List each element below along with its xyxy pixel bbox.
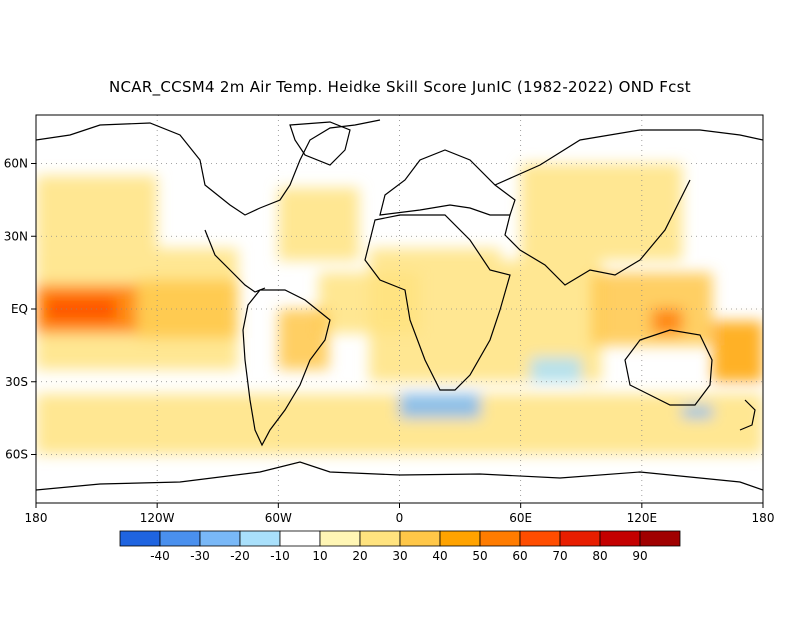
coast-new-zealand	[739, 399, 756, 431]
colorbar-label-1: -30	[190, 549, 210, 563]
coast-antarctica	[36, 461, 763, 491]
coast-africa	[364, 214, 511, 391]
skill-region-tropical-pacific-east	[136, 279, 238, 339]
lat-tick-label-30N: 30N	[4, 229, 28, 243]
colorbar-swatch-7	[399, 530, 441, 547]
colorbar-swatch-12	[599, 530, 641, 547]
map-title: NCAR_CCSM4 2m Air Temp. Heidke Skill Sco…	[109, 78, 691, 96]
lat-tick-label-EQ: EQ	[11, 302, 28, 316]
skill-region-australia-neg	[682, 406, 713, 419]
skill-region-north-pacific	[36, 175, 158, 249]
colorbar-swatch-8	[439, 530, 481, 547]
skill-region-south-atlantic-neg	[399, 393, 481, 419]
colorbar-swatch-10	[519, 530, 561, 547]
colorbar-label-11: 80	[592, 549, 607, 563]
skill-region-north-atlantic	[278, 187, 360, 261]
lon-tick-label-4: 60E	[509, 511, 532, 525]
skill-region-sw-pacific	[712, 321, 763, 382]
lat-tick-label-30S: 30S	[5, 375, 28, 389]
skill-region-timor-hotspot	[651, 309, 683, 334]
colorbar-swatch-11	[559, 530, 601, 547]
grid-lines	[36, 115, 763, 503]
skill-region-indian-ocean-neg	[530, 357, 582, 382]
longitude-ticks: 180 120W 60W 0 60E 120E 180	[25, 503, 775, 525]
colorbar-label-0: -40	[150, 549, 170, 563]
lon-tick-label-0: 180	[25, 511, 48, 525]
lon-tick-label-2: 60W	[265, 511, 292, 525]
latitude-ticks: 60N 30N EQ 30S 60S	[4, 157, 36, 462]
lon-tick-label-3: 0	[396, 511, 404, 525]
colorbar-swatch-0	[119, 530, 161, 547]
colorbar-label-12: 90	[632, 549, 647, 563]
colorbar-label-4: 10	[312, 549, 327, 563]
lat-tick-label-60N: 60N	[4, 157, 28, 171]
lon-tick-label-1: 120W	[140, 511, 175, 525]
colorbar-label-7: 40	[432, 549, 447, 563]
skill-region-brazil	[278, 309, 329, 370]
colorbar-swatch-4	[279, 530, 321, 547]
colorbar-swatch-2	[199, 530, 241, 547]
coast-australia	[624, 329, 713, 406]
colorbar-label-5: 20	[352, 549, 367, 563]
colorbar: -40 -30 -20 -10 10 20 30 40 50 60 70 80 90	[119, 530, 681, 563]
coast-central-america	[204, 229, 266, 293]
colorbar-label-9: 60	[512, 549, 527, 563]
coast-greenland	[289, 121, 351, 166]
colorbar-swatch-1	[159, 530, 201, 547]
colorbar-label-10: 70	[552, 549, 567, 563]
lon-tick-label-5: 120E	[627, 511, 658, 525]
colorbar-swatch-13	[639, 530, 681, 547]
coastlines	[36, 119, 763, 491]
coast-north-america	[36, 119, 381, 216]
colorbar-swatch-3	[239, 530, 281, 547]
colorbar-swatch-6	[359, 530, 401, 547]
lat-tick-label-60S: 60S	[5, 448, 28, 462]
colorbar-label-8: 50	[472, 549, 487, 563]
colorbar-label-3: -10	[270, 549, 290, 563]
coast-south-america	[242, 289, 331, 447]
coast-europe	[379, 149, 516, 216]
coast-asia	[494, 129, 763, 286]
colorbar-swatch-9	[479, 530, 521, 547]
colorbar-label-6: 30	[392, 549, 407, 563]
skill-region-asia	[520, 163, 683, 261]
lon-tick-label-6: 180	[752, 511, 775, 525]
colorbar-swatch-5	[319, 530, 361, 547]
skill-region-tropical-atlantic	[318, 272, 420, 334]
colorbar-label-2: -20	[230, 549, 250, 563]
